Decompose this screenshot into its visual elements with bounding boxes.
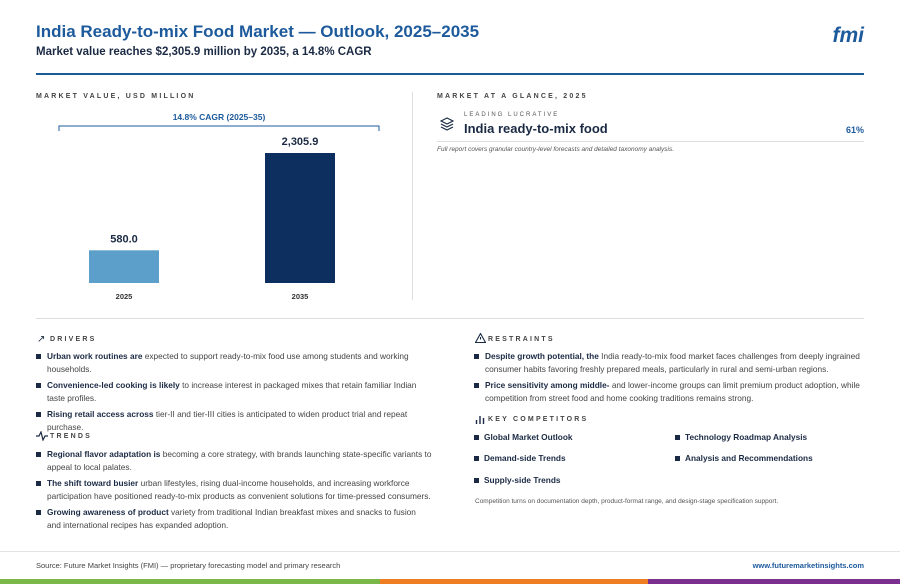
competitors-note: Competition turns on documentation depth…: [475, 498, 779, 505]
bar: [89, 250, 159, 283]
x-tick-label: 2025: [116, 292, 133, 301]
drivers-heading: DRIVERS: [50, 336, 97, 343]
bullet-text: tier-II and tier-III cities is anticipat…: [47, 409, 408, 432]
glance-heading: MARKET AT A GLANCE, 2025: [437, 93, 588, 100]
bullet-text: becoming a core strategy, with brands la…: [47, 449, 432, 472]
chart-title: MARKET VALUE, USD MILLION: [36, 93, 196, 100]
title: India Ready-to-mix Food Market — Outlook…: [36, 22, 480, 41]
color-strip: [0, 579, 380, 584]
bullet-item: Price sensitivity among middle- and lowe…: [474, 379, 860, 405]
bars-icon: [475, 416, 485, 424]
x-tick-label: 2035: [292, 292, 309, 301]
value-label: 2,305.9: [282, 136, 319, 148]
restraints-heading: RESTRAINTS: [488, 336, 555, 343]
url: www.futuremarketinsights.com: [752, 561, 864, 570]
bullet-item: Growing awareness of product variety fro…: [36, 506, 432, 532]
bullet-lead: Price sensitivity among middle-: [485, 380, 610, 390]
glance-label: LEADING LUCRATIVE: [464, 112, 560, 118]
subtitle: Market value reaches $2,305.9 million by…: [36, 46, 372, 58]
bullet-lead: Urban work routines are: [47, 351, 143, 361]
divider: [412, 92, 413, 300]
header-rule: [36, 73, 864, 75]
glance-segment: India ready-to-mix food: [464, 121, 608, 136]
bullet-text: expected to support ready-to-mix food us…: [47, 351, 409, 374]
value-label: 580.0: [110, 233, 138, 245]
bullet-lead: Convenience-led cooking is likely: [47, 380, 180, 390]
annotation: 14.8% CAGR (2025–35): [173, 112, 266, 122]
chart: 14.8% CAGR (2025–35) 580.0 2025 2,305.9 2035: [58, 112, 380, 301]
competitor: Supply-side Trends: [474, 475, 561, 485]
bullet-lead: Growing awareness of product: [47, 507, 169, 517]
logo: fmi: [832, 24, 865, 47]
color-strip: [380, 579, 648, 584]
bullet-item: Despite growth potential, the India read…: [474, 350, 860, 376]
bullet-text: urban lifestyles, rising dual-income hou…: [47, 478, 431, 501]
bullet-item: Rising retail access across tier-II and …: [36, 408, 432, 434]
color-strip: [648, 579, 900, 584]
bullet-item: Regional flavor adaptation is becoming a…: [36, 448, 432, 474]
glance-note: Full report covers granular country-leve…: [437, 146, 675, 153]
glance-share: 61%: [845, 125, 864, 135]
bullet-item: The shift toward busier urban lifestyles…: [36, 477, 432, 503]
competitor: Analysis and Recommendations: [675, 453, 813, 463]
bullet-text: and lower-income groups can limit premiu…: [485, 380, 860, 403]
bullet-item: Convenience-led cooking is likely to inc…: [36, 379, 432, 405]
bullet-text: variety from traditional Indian breakfas…: [47, 507, 416, 530]
source: Source: Future Market Insights (FMI) — p…: [36, 561, 341, 570]
bullet-lead: Rising retail access across: [47, 409, 154, 419]
warning-icon: [475, 333, 486, 343]
competitor: Technology Roadmap Analysis: [675, 432, 807, 442]
competitor: Demand-side Trends: [474, 453, 566, 463]
bullet-text: to increase interest in packaged mixes t…: [47, 380, 417, 403]
bullet-item: Urban work routines are expected to supp…: [36, 350, 432, 376]
arrow-icon: ↗: [37, 334, 46, 345]
glance-rule: [437, 141, 864, 142]
pulse-icon: [36, 431, 48, 441]
trends-heading: TRENDS: [50, 433, 92, 440]
footer-rule: [0, 551, 900, 552]
bullet-lead: Despite growth potential, the: [485, 351, 599, 361]
competitor: Global Market Outlook: [474, 432, 573, 442]
cagr-bracket: [58, 125, 380, 131]
bullet-lead: The shift toward busier: [47, 478, 139, 488]
bullet-text: India ready-to-mix food market faces cha…: [485, 351, 860, 374]
section-rule: [36, 318, 864, 319]
bar: [265, 153, 335, 283]
bullet-lead: Regional flavor adaptation is: [47, 449, 161, 459]
competitors-heading: KEY COMPETITORS: [488, 416, 589, 423]
layers-icon: [440, 117, 454, 131]
